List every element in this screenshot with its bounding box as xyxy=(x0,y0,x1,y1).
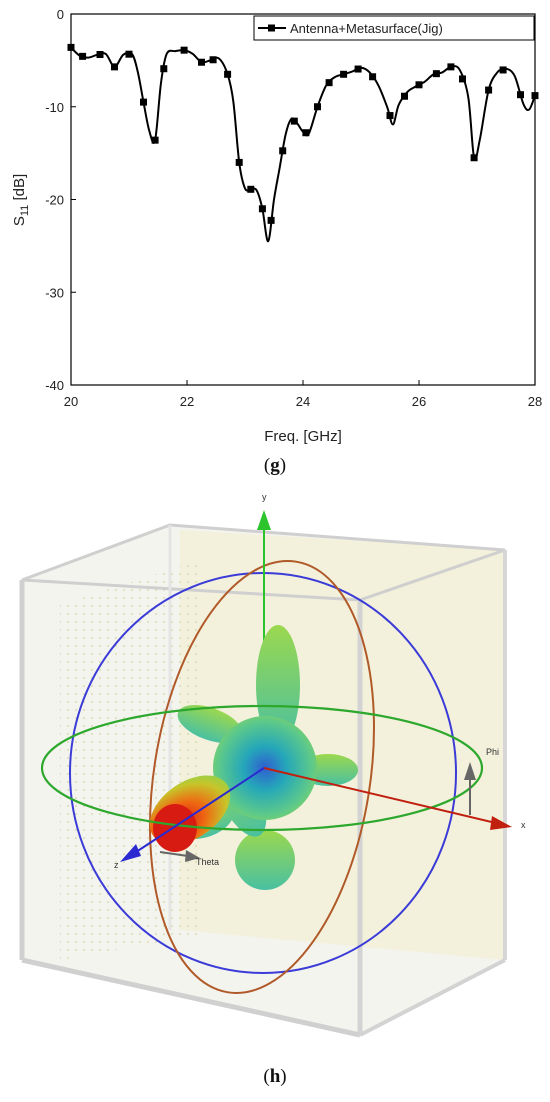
data-point xyxy=(151,136,159,144)
data-point xyxy=(96,51,104,59)
z-axis-letter: z xyxy=(114,860,119,870)
y-tick-label: -10 xyxy=(45,100,64,115)
x-tick-label: 20 xyxy=(64,394,78,409)
data-point xyxy=(290,117,298,125)
plot-area xyxy=(70,13,536,386)
data-point xyxy=(279,147,287,155)
data-point xyxy=(180,46,188,54)
data-point xyxy=(67,43,75,51)
y-axis: 0 -10 -20 -30 -40 xyxy=(45,7,76,393)
x-axis-letter: x xyxy=(521,820,526,830)
data-point xyxy=(235,158,243,166)
x-axis-title: Freq. [GHz] xyxy=(264,428,342,445)
phi-arrow: Phi xyxy=(464,747,499,815)
y-tick-label: 0 xyxy=(57,7,64,22)
data-point xyxy=(459,75,466,83)
s11-chart: 0 -10 -20 -30 -40 20 22 24 26 28 Freq. [GHz] S11… xyxy=(11,7,542,445)
data-point xyxy=(354,65,362,73)
theta-label: Theta xyxy=(196,857,219,867)
y-axis-letter: y xyxy=(262,492,267,502)
data-point xyxy=(386,112,394,120)
data-point xyxy=(401,92,408,100)
x-tick-label: 24 xyxy=(296,394,310,409)
data-point xyxy=(160,65,168,73)
data-point xyxy=(258,205,266,213)
y-tick-label: -30 xyxy=(45,285,64,300)
data-point xyxy=(499,66,507,74)
data-point xyxy=(302,129,310,137)
x-tick-label: 22 xyxy=(180,394,194,409)
data-point xyxy=(314,103,321,111)
plot-border xyxy=(70,13,536,386)
data-point xyxy=(267,216,275,224)
panel-label-g: (g) xyxy=(263,455,287,476)
radiation-pattern-3d: y x z Phi Theta xyxy=(19,492,526,1038)
data-point xyxy=(415,81,423,89)
data-point xyxy=(209,56,217,64)
data-point xyxy=(432,70,440,78)
x-axis-arrow: x xyxy=(263,767,526,830)
data-point xyxy=(111,63,118,71)
y-tick-label: -20 xyxy=(45,193,64,208)
series-layer xyxy=(67,43,539,243)
data-point xyxy=(369,73,377,81)
data-point xyxy=(340,70,348,78)
data-point xyxy=(198,58,205,66)
data-point xyxy=(325,79,333,87)
x-tick-label: 26 xyxy=(412,394,426,409)
data-point xyxy=(247,185,255,193)
legend-box xyxy=(253,15,535,41)
data-point xyxy=(470,154,478,162)
z-axis-arrow: z xyxy=(114,767,265,870)
data-point xyxy=(125,50,133,58)
data-point xyxy=(224,70,232,78)
data-point xyxy=(531,92,539,100)
legend-label: Antenna+Metasurface(Jig) xyxy=(290,21,443,36)
data-point xyxy=(140,98,147,106)
y-axis-title: S11 [dB] xyxy=(11,174,31,226)
y-tick-label: -40 xyxy=(45,378,64,393)
data-point xyxy=(485,86,493,94)
green-circle xyxy=(40,704,484,832)
phi-label: Phi xyxy=(486,747,499,757)
panel-label-h: (h) xyxy=(263,1066,287,1087)
legend-marker xyxy=(268,24,275,32)
legend: Antenna+Metasurface(Jig) xyxy=(253,15,535,41)
x-axis: 20 22 24 26 28 xyxy=(64,380,542,409)
brown-circle xyxy=(149,560,375,994)
data-point xyxy=(517,91,524,99)
data-point xyxy=(79,52,87,60)
data-point xyxy=(447,63,455,71)
x-tick-label: 28 xyxy=(528,394,542,409)
theta-arrow: Theta xyxy=(159,850,219,867)
